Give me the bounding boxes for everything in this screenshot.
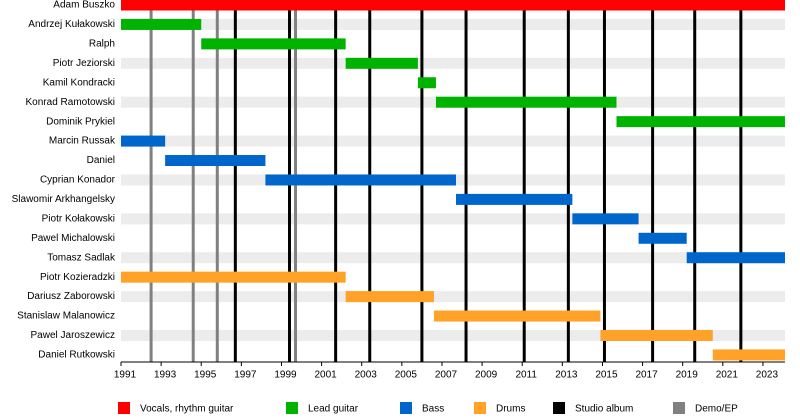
member-bar bbox=[201, 38, 346, 50]
member-label: Pawel Jaroszewicz bbox=[31, 330, 115, 341]
member-bar bbox=[638, 232, 687, 244]
x-tick-label: 1993 bbox=[154, 370, 177, 381]
legend-swatch bbox=[474, 402, 486, 414]
member-label: Daniel Rutkowski bbox=[38, 350, 115, 361]
legend-label: Studio album bbox=[575, 404, 633, 415]
member-bar bbox=[417, 77, 436, 89]
member-bar bbox=[121, 18, 202, 30]
x-tick-label: 1995 bbox=[194, 370, 217, 381]
member-label: Dominik Prykiel bbox=[46, 116, 115, 127]
member-bar bbox=[165, 155, 266, 167]
member-label: Piotr Jeziorski bbox=[53, 58, 115, 69]
x-tick-label: 2003 bbox=[355, 370, 378, 381]
member-label: Daniel bbox=[87, 155, 115, 166]
member-bar bbox=[433, 310, 601, 322]
member-label: Adam Buszko bbox=[53, 0, 115, 11]
x-tick-label: 2013 bbox=[555, 370, 578, 381]
member-bar bbox=[345, 291, 434, 303]
member-bar bbox=[600, 329, 713, 341]
member-label: Kamil Kondracki bbox=[43, 77, 115, 88]
legend-swatch bbox=[400, 402, 412, 414]
row-stripe bbox=[121, 291, 785, 303]
row-stripe bbox=[121, 329, 785, 341]
x-tick-label: 2001 bbox=[314, 370, 337, 381]
row-stripe bbox=[121, 213, 785, 225]
member-label: Tomasz Sadlak bbox=[47, 252, 116, 263]
member-bar bbox=[121, 135, 166, 147]
legend-label: Drums bbox=[496, 404, 525, 415]
row-stripe bbox=[121, 57, 785, 69]
member-label: Cyprian Konador bbox=[40, 175, 116, 186]
member-bar bbox=[616, 116, 785, 128]
member-bar bbox=[265, 174, 457, 186]
x-tick-label: 1991 bbox=[114, 370, 137, 381]
legend-swatch bbox=[118, 402, 130, 414]
member-label: Ralph bbox=[89, 39, 115, 50]
row-stripe bbox=[121, 135, 785, 147]
member-label: Dariusz Zaborowski bbox=[27, 291, 115, 302]
x-tick-label: 1997 bbox=[234, 370, 257, 381]
x-tick-label: 2005 bbox=[395, 370, 418, 381]
member-bar bbox=[572, 213, 639, 225]
x-tick-label: 2021 bbox=[716, 370, 739, 381]
legend-swatch bbox=[673, 402, 685, 414]
member-label: Piotr Kołakowski bbox=[42, 213, 115, 224]
member-label: Slawomir Arkhangelsky bbox=[12, 194, 115, 205]
member-label: Konrad Ramotowski bbox=[26, 97, 115, 108]
row-stripe bbox=[121, 18, 785, 30]
legend-swatch bbox=[553, 402, 565, 414]
legend-label: Bass bbox=[422, 404, 444, 415]
member-bar bbox=[686, 252, 785, 264]
member-label: Piotr Kozieradzki bbox=[40, 272, 115, 283]
x-tick-label: 2009 bbox=[475, 370, 498, 381]
member-bar bbox=[345, 57, 418, 69]
member-bar bbox=[121, 271, 346, 283]
x-tick-label: 2017 bbox=[635, 370, 658, 381]
x-tick-label: 2019 bbox=[676, 370, 699, 381]
legend-label: Lead guitar bbox=[308, 404, 359, 415]
member-bar bbox=[456, 193, 573, 205]
member-label: Stanislaw Malanowicz bbox=[17, 311, 115, 322]
x-tick-label: 2007 bbox=[435, 370, 458, 381]
member-label: Pawel Michalowski bbox=[31, 233, 115, 244]
member-label: Marcin Russak bbox=[49, 136, 116, 147]
legend-swatch bbox=[286, 402, 298, 414]
member-bar bbox=[712, 349, 785, 361]
x-tick-label: 2011 bbox=[515, 370, 537, 381]
member-label: Andrzej Kułakowski bbox=[28, 19, 115, 30]
member-bar bbox=[121, 0, 785, 11]
legend-label: Vocals, rhythm guitar bbox=[140, 404, 234, 415]
x-tick-label: 1999 bbox=[274, 370, 297, 381]
row-stripe bbox=[121, 252, 785, 264]
x-tick-label: 2015 bbox=[595, 370, 618, 381]
x-tick-label: 2023 bbox=[756, 370, 779, 381]
legend-label: Demo/EP bbox=[695, 404, 738, 415]
member-bar bbox=[435, 96, 617, 108]
